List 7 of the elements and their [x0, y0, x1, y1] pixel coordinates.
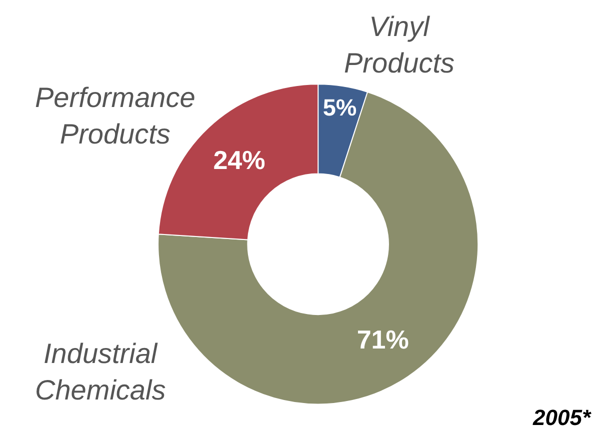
data-label: 24%: [213, 145, 266, 176]
data-label: 5%: [322, 94, 357, 121]
text: 2005*: [532, 405, 592, 430]
slice-label: Performance Products: [35, 82, 196, 150]
slice-label: Industrial Chemicals: [35, 338, 166, 406]
slice-label: Vinyl Products: [344, 11, 454, 78]
data-label: 71%: [356, 324, 409, 354]
